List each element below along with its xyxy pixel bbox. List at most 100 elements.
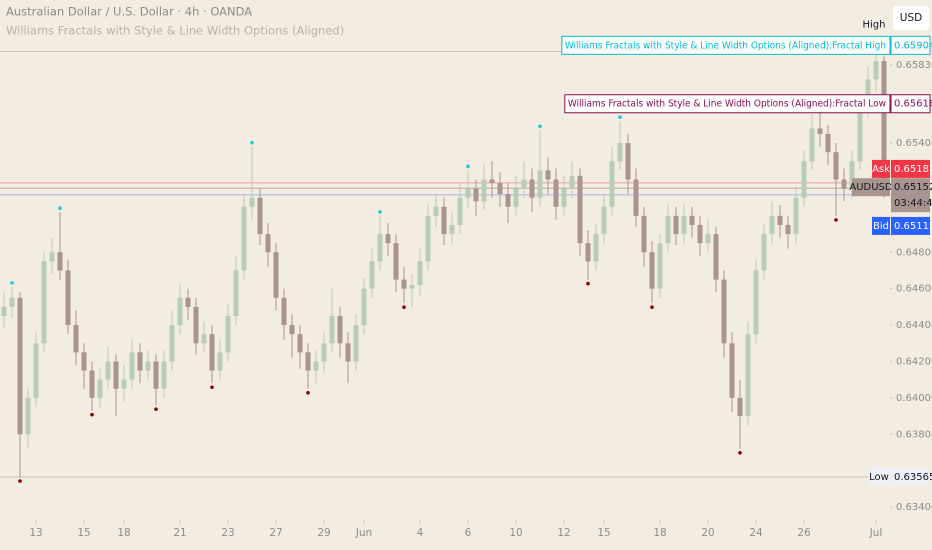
candle-body: [145, 361, 151, 371]
candle-body: [33, 343, 39, 398]
candle-body: [761, 234, 767, 271]
candle-body: [361, 288, 367, 326]
x-tick-label: 21: [173, 527, 186, 539]
candle-body: [593, 234, 599, 262]
candle-body: [881, 61, 887, 189]
candle-body: [785, 224, 791, 235]
candle-body: [649, 252, 655, 289]
fractal-marker: [154, 407, 158, 411]
price-tag: Ask: [872, 164, 890, 175]
candle-body: [177, 297, 183, 326]
candle-body: [833, 152, 839, 180]
candle-body: [265, 234, 271, 253]
candle-body: [249, 197, 255, 207]
fractal-marker: [402, 305, 406, 310]
candle-body: [401, 279, 407, 289]
y-tick-label: 0.65830: [896, 60, 932, 71]
currency[interactable]: USD: [900, 12, 922, 24]
candle-body: [289, 325, 295, 335]
price-tag-box: [872, 216, 890, 235]
fractal-marker: [378, 210, 382, 214]
price-value: 0.65152: [894, 182, 932, 193]
x-tick-label: 26: [797, 527, 811, 539]
candle-body: [201, 334, 207, 344]
x-tick-label: 15: [597, 527, 610, 539]
candle-body: [433, 206, 439, 216]
price-value-box: [891, 216, 930, 235]
candle-body: [193, 306, 199, 344]
price-tag-box: [868, 468, 890, 487]
currency-box[interactable]: [893, 6, 929, 30]
countdown: 03:44:43: [894, 198, 932, 209]
candle-body: [537, 170, 543, 198]
candle-body: [273, 252, 279, 298]
annotation-label: Williams Fractals with Style & Line Widt…: [568, 99, 886, 110]
annotation-box: [561, 35, 891, 55]
candle-body: [657, 243, 663, 289]
indicator-name[interactable]: Williams Fractals with Style & Line Widt…: [6, 24, 344, 38]
candle-body: [49, 252, 55, 262]
candle-body: [569, 175, 575, 189]
candle-body: [121, 379, 127, 389]
candle-body: [25, 397, 31, 435]
candle-body: [329, 315, 335, 344]
x-tick-label: 20: [701, 527, 714, 539]
price-tag: Bid: [873, 221, 889, 232]
annotation-value: 0.65904: [894, 40, 932, 51]
candle-body: [137, 352, 143, 371]
candle-body: [161, 361, 167, 389]
fractal-marker: [618, 115, 622, 120]
price-value: 0.65181: [894, 164, 932, 175]
candle-body: [609, 161, 615, 207]
fractal-marker: [306, 390, 310, 395]
candle-body: [313, 361, 319, 371]
candle-body: [665, 215, 671, 244]
candle-body: [409, 285, 415, 289]
candle-body: [473, 188, 479, 202]
candle-body: [41, 261, 47, 344]
candle-body: [601, 206, 607, 235]
x-tick-label: 29: [317, 527, 330, 539]
candle-body: [793, 197, 799, 235]
fractal-marker: [586, 281, 590, 286]
candle-body: [505, 194, 511, 207]
candle-body: [849, 161, 855, 189]
candle-body: [745, 334, 751, 417]
price-axis: [890, 0, 932, 520]
x-tick-label: 15: [77, 527, 90, 539]
candle-body: [625, 143, 631, 180]
candle-body: [449, 224, 455, 235]
price-value: 0.63565: [894, 472, 932, 483]
candle-body: [521, 179, 527, 189]
candle-body: [241, 206, 247, 271]
candle-body: [481, 179, 487, 202]
annotation-value-box: [890, 35, 931, 55]
candle-body: [769, 215, 775, 235]
candle-body: [305, 352, 311, 371]
x-tick-label: 10: [509, 527, 522, 539]
x-tick-label: 24: [749, 527, 763, 539]
fractal-marker: [834, 218, 838, 222]
price-tag-box: [852, 178, 890, 197]
candle-body: [73, 325, 79, 353]
candle-body: [721, 279, 727, 344]
candle-body: [113, 361, 119, 389]
candle-body: [561, 188, 567, 207]
candle-body: [377, 234, 383, 262]
candle-body: [185, 297, 191, 307]
fractal-marker: [738, 451, 742, 455]
annotation-label: Williams Fractals with Style & Line Widt…: [565, 40, 886, 51]
x-tick-label: 13: [29, 527, 42, 539]
fractal-marker: [18, 479, 22, 483]
candle-body: [105, 361, 111, 380]
candle-body: [281, 297, 287, 326]
candle-body: [217, 352, 223, 371]
candle-body: [345, 343, 351, 362]
